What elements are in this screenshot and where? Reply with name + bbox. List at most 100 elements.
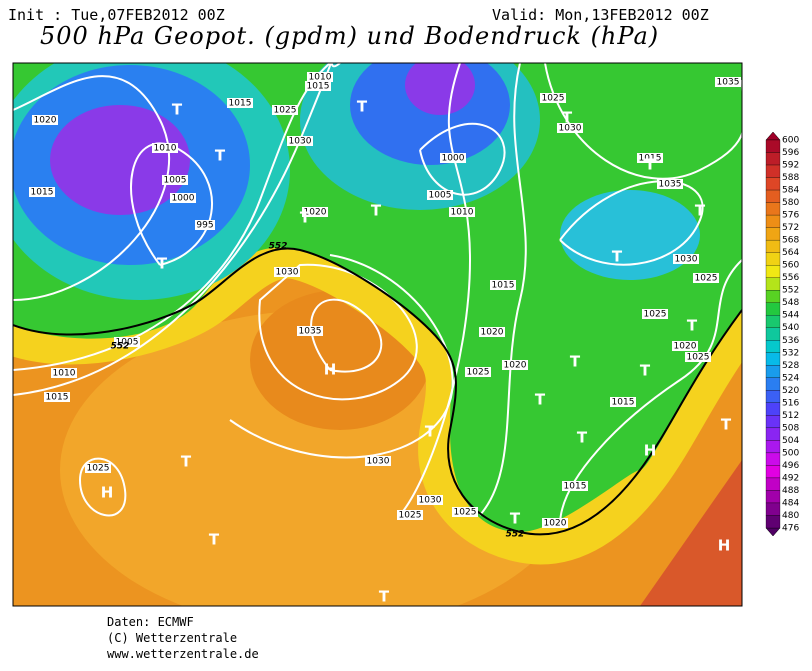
colorbar-cell <box>765 502 781 516</box>
isobar-label: 1035 <box>299 327 322 337</box>
isobar-label-bg <box>195 220 215 230</box>
colorbar-label: 568 <box>782 236 799 246</box>
isobar-label-bg <box>715 77 741 87</box>
isobar-label-bg <box>29 187 55 197</box>
isobar-label: 1010 <box>53 369 76 379</box>
colorbar-label: 600 <box>782 136 799 146</box>
colorbar-cell <box>765 189 781 203</box>
isobar-label-bg <box>162 175 188 185</box>
isobar-label-bg <box>44 392 70 402</box>
colorbar-cell <box>765 365 781 378</box>
isobar-label-bg <box>452 507 478 517</box>
low-marker: T <box>215 147 226 165</box>
colorbar-cell <box>765 452 781 466</box>
isobar-label-bg <box>170 193 196 203</box>
contour-label: 552 <box>111 342 130 352</box>
colorbar-label: 576 <box>782 211 799 221</box>
colorbar-cell <box>765 515 781 529</box>
colorbar-cell <box>765 239 781 253</box>
isobar-label: 1015 <box>564 482 587 492</box>
colorbar-label: 572 <box>782 223 799 233</box>
isobar-label: 1020 <box>504 361 527 371</box>
isobar-label: 1025 <box>467 368 490 378</box>
low-marker: T <box>645 156 656 174</box>
footer-source: Daten: ECMWF <box>107 615 194 629</box>
colorbar-label: 596 <box>782 148 799 158</box>
isobar-label: 1025 <box>695 274 718 284</box>
isobar-label-bg <box>542 518 568 528</box>
colorbar-cell <box>765 202 781 216</box>
isobar-label-bg <box>85 463 111 473</box>
isobar-label: 1010 <box>309 73 332 83</box>
colorbar-cell <box>765 427 781 441</box>
isobar-label: 1030 <box>289 137 312 147</box>
high-marker: H <box>101 484 114 502</box>
isobar-label-bg <box>417 495 443 505</box>
low-marker: T <box>535 391 546 409</box>
isobar-label: 1005 <box>164 176 187 186</box>
low-marker: T <box>300 209 311 227</box>
isobar-label: 1015 <box>46 393 69 403</box>
isobar-label-bg <box>440 153 466 163</box>
colorbar-label: 524 <box>782 373 799 383</box>
isobar-label: 1015 <box>229 99 252 109</box>
isobar-label-bg <box>557 123 583 133</box>
isobar-label-bg <box>502 360 528 370</box>
low-marker: T <box>612 248 623 266</box>
colorbar-label: 580 <box>782 198 799 208</box>
low-marker: T <box>209 531 220 549</box>
colorbar-cell <box>765 465 781 479</box>
colorbar-cell <box>765 177 781 191</box>
colorbar-cell <box>765 440 781 454</box>
low-marker: T <box>570 353 581 371</box>
isobar-label: 1030 <box>367 457 390 467</box>
isobar-label-bg <box>227 98 253 108</box>
isobar-label-bg <box>307 72 333 82</box>
low-marker: T <box>157 255 168 273</box>
colorbar-cell <box>765 139 781 153</box>
isobar-label: 1030 <box>675 255 698 265</box>
footer-copyright: (C) Wetterzentrale <box>107 631 238 645</box>
colorbar-label: 564 <box>782 248 799 258</box>
colorbar-label: 560 <box>782 261 799 271</box>
low-marker: T <box>640 362 651 380</box>
isobar-label: 1025 <box>644 310 667 320</box>
isobar-label: 1015 <box>639 154 662 164</box>
low-marker: T <box>357 98 368 116</box>
isobar-label-bg <box>673 254 699 264</box>
colorbar-cell <box>765 352 781 366</box>
isobar-label: 1025 <box>542 94 565 104</box>
valid-time: Valid: Mon,13FEB2012 00Z <box>492 6 709 24</box>
colorbar-label: 480 <box>782 511 799 521</box>
colorbar-cell <box>765 477 781 491</box>
map-title: 500 hPa Geopot. (gpdm) und Bodendruck (h… <box>40 22 660 50</box>
isobar-label: 1020 <box>481 328 504 338</box>
isobar-label-bg <box>152 143 178 153</box>
isobar-label: 1005 <box>116 338 139 348</box>
low-marker: T <box>562 109 573 127</box>
low-marker: T <box>425 423 436 441</box>
low-marker: T <box>181 453 192 471</box>
isobar-label-bg <box>657 179 683 189</box>
colorbar-label: 588 <box>782 173 799 183</box>
footer-url: www.wetterzentrale.de <box>107 647 259 661</box>
isobar-label: 1025 <box>454 508 477 518</box>
isobar-label: 1025 <box>274 106 297 116</box>
contour-552 <box>13 247 742 536</box>
isobar-label: 1015 <box>492 281 515 291</box>
isobar-label: 1015 <box>31 188 54 198</box>
isobar-label-bg <box>490 280 516 290</box>
isobar-label-bg <box>305 81 331 91</box>
isobar-label: 1030 <box>419 496 442 506</box>
isobar-label-bg <box>562 481 588 491</box>
colorbar-cell <box>765 402 781 416</box>
colorbar-cell <box>765 214 781 228</box>
field-cyan3 <box>560 190 700 280</box>
map-frame <box>12 62 743 607</box>
colorbar-label: 516 <box>782 398 799 408</box>
isobar-label: 1010 <box>154 144 177 154</box>
field-purple2 <box>405 63 475 115</box>
isobar-label-bg <box>685 352 711 362</box>
colorbar-label: 512 <box>782 411 799 421</box>
